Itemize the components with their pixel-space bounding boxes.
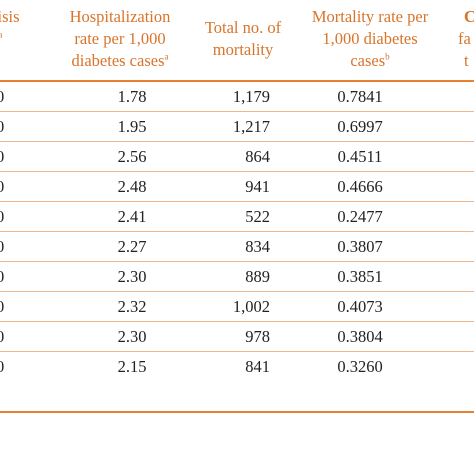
header-mort-line1: Mortality rate per (311, 7, 429, 26)
mortality-rate-cell: 0.3260 (337, 357, 383, 376)
total-mortality-cell: 834 (245, 237, 270, 256)
edge-cell: 0 (0, 352, 4, 382)
table-row: 0 2.48 941 0.4666 (0, 172, 474, 202)
hospitalization-rate-cell: 2.32 (117, 297, 147, 316)
table-row: 0 2.56 864 0.4511 (0, 142, 474, 172)
header-total-line1: Total no. of (204, 18, 282, 37)
mortality-rate-cell: 0.7841 (337, 87, 383, 106)
mortality-rate-cell: 0.2477 (337, 207, 383, 226)
table-row: 0 1.78 1,179 0.7841 (0, 82, 474, 112)
hospitalization-rate-cell: 2.56 (117, 147, 147, 166)
mortality-rate-cell: 0.6997 (337, 117, 383, 136)
total-mortality-cell: 864 (245, 147, 270, 166)
table-row: 0 2.32 1,002 0.4073 (0, 292, 474, 322)
header-total-line2: mortality (212, 40, 274, 59)
hospitalization-rate-cell: 2.30 (117, 267, 147, 286)
header-total-mortality: Total no. of mortality (190, 17, 296, 61)
header-mort-line3: casesb (350, 51, 390, 70)
hospitalization-rate-cell: 2.15 (117, 357, 147, 376)
table-row: 0 2.27 834 0.3807 (0, 232, 474, 262)
header-mortality-rate: Mortality rate per 1,000 diabetes casesb (296, 6, 444, 72)
mortality-rate-cell: 0.3804 (337, 327, 383, 346)
header-next-column: C fa t (458, 6, 474, 72)
edge-cell: 0 (0, 232, 4, 262)
bottom-rule (0, 411, 474, 413)
header-hosp-line3: diabetes casesa (71, 51, 169, 70)
header-prev-line2: sa (0, 29, 3, 40)
mortality-rate-cell: 0.3807 (337, 237, 383, 256)
edge-cell: 0 (0, 82, 4, 112)
header-prev-column: risis sa (0, 6, 20, 50)
mortality-rate-cell: 0.3851 (337, 267, 383, 286)
table-row: 0 2.30 978 0.3804 (0, 322, 474, 352)
header-next-line1: C (464, 7, 474, 26)
total-mortality-cell: 978 (245, 327, 270, 346)
total-mortality-cell: 522 (245, 207, 270, 226)
header-next-line2: fa (458, 29, 471, 48)
edge-cell: 0 (0, 202, 4, 232)
header-hosp-line2: rate per 1,000 (74, 29, 166, 48)
hospitalization-rate-cell: 1.95 (117, 117, 147, 136)
edge-cell: 0 (0, 142, 4, 172)
edge-cell: 0 (0, 262, 4, 292)
hospitalization-rate-cell: 2.30 (117, 327, 147, 346)
header-mort-line2: 1,000 diabetes (322, 29, 418, 48)
total-mortality-cell: 1,179 (232, 87, 270, 106)
mortality-rate-cell: 0.4073 (337, 297, 383, 316)
edge-cell: 0 (0, 112, 4, 142)
table-row: 0 1.95 1,217 0.6997 (0, 112, 474, 142)
header-prev-line1: risis (0, 7, 20, 26)
mortality-rate-cell: 0.4511 (337, 147, 383, 166)
header-rule (0, 80, 474, 82)
edge-cell: 0 (0, 292, 4, 322)
table-row: 0 2.41 522 0.2477 (0, 202, 474, 232)
hospitalization-rate-cell: 2.27 (117, 237, 147, 256)
total-mortality-cell: 1,217 (232, 117, 270, 136)
table-row: 0 2.30 889 0.3851 (0, 262, 474, 292)
header-hosp-line1: Hospitalization (69, 7, 171, 26)
table-row: 0 2.15 841 0.3260 (0, 352, 474, 382)
total-mortality-cell: 1,002 (232, 297, 270, 316)
total-mortality-cell: 941 (245, 177, 270, 196)
header-hospitalization-rate: Hospitalization rate per 1,000 diabetes … (50, 6, 190, 72)
hospitalization-rate-cell: 1.78 (117, 87, 147, 106)
hospitalization-rate-cell: 2.41 (117, 207, 147, 226)
edge-cell: 0 (0, 322, 4, 352)
mortality-rate-cell: 0.4666 (337, 177, 383, 196)
header-next-line3: t (464, 51, 469, 70)
hospitalization-rate-cell: 2.48 (117, 177, 147, 196)
total-mortality-cell: 841 (245, 357, 270, 376)
total-mortality-cell: 889 (245, 267, 270, 286)
edge-cell: 0 (0, 172, 4, 202)
